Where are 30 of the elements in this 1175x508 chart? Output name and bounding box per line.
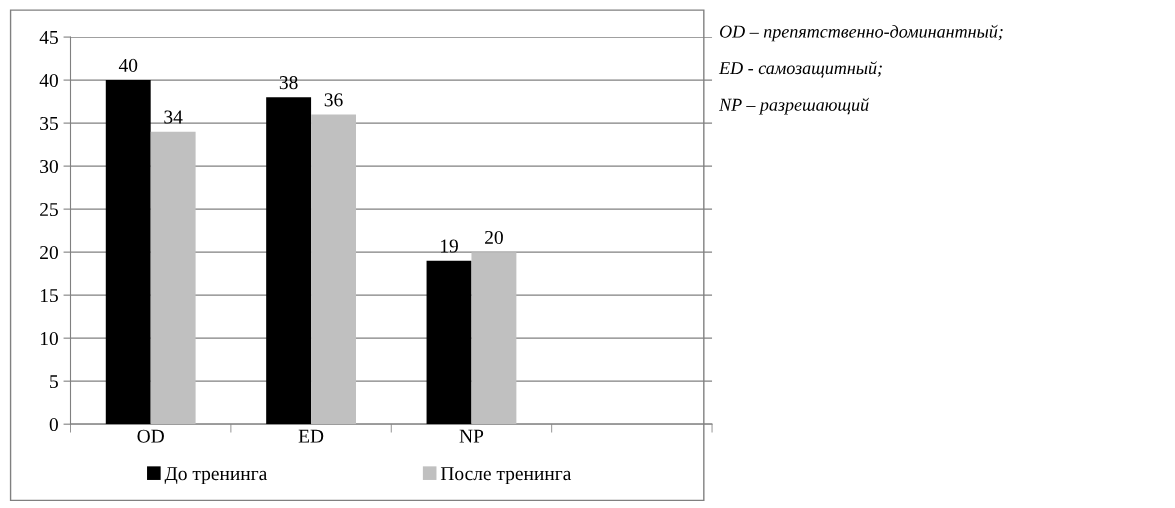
text: NP – разрешающий	[718, 97, 869, 115]
x-tick-label: OD	[137, 429, 164, 443]
y-tick-label: 40	[39, 73, 58, 88]
bar	[266, 97, 312, 425]
text: ED - самозащитный;	[718, 61, 882, 78]
x-tick-label: NP	[459, 429, 484, 443]
data-label: 38	[279, 76, 298, 90]
y-tick-label: 5	[50, 375, 58, 389]
y-tick-label: 25	[40, 203, 58, 217]
y-tick-label: 20	[40, 245, 58, 260]
text: OD – препятственно-доминантный;	[720, 24, 1003, 42]
bar	[150, 131, 196, 425]
data-label: 34	[164, 110, 183, 124]
y-tick-label: 15	[40, 289, 58, 303]
data-label: 40	[118, 58, 138, 72]
x-tick-label: ED	[298, 429, 324, 443]
y-tick-label: 0	[49, 418, 58, 432]
y-tick-label: 10	[40, 331, 58, 346]
bar	[471, 252, 517, 425]
bar	[426, 260, 472, 425]
bar	[311, 114, 356, 425]
data-label: 20	[485, 230, 503, 245]
data-label: 36	[324, 93, 343, 107]
bar	[105, 80, 151, 425]
legend-label: До тренинга	[164, 467, 268, 485]
y-tick-label: 30	[40, 159, 58, 174]
y-tick-label: 45	[39, 31, 58, 45]
legend-label: После тренинга	[440, 467, 572, 485]
data-label: 19	[441, 239, 458, 253]
y-tick-label: 35	[40, 116, 58, 131]
